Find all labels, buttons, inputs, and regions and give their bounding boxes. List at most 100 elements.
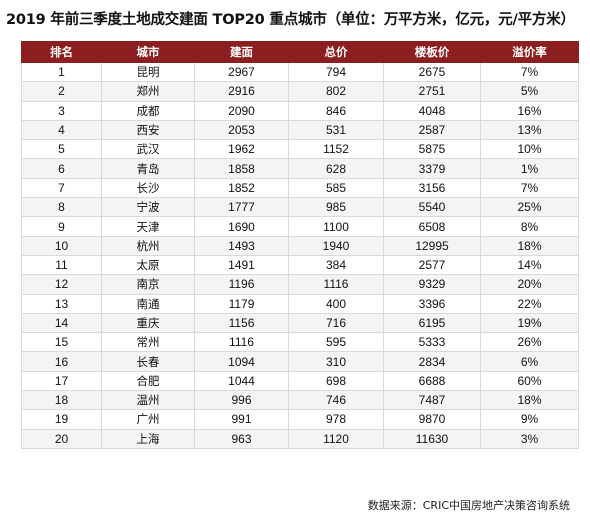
floor-price-cell: 7487 [383,390,481,411]
premium-rate-cell: 22% [480,293,579,314]
floor-area-cell: 996 [194,390,289,411]
total-price-cell: 985 [288,197,384,218]
floor-area-cell: 963 [194,428,289,449]
floor-area-cell: 1491 [194,254,289,276]
city-cell: 太原 [101,254,195,276]
total-price-cell: 1120 [288,428,384,449]
total-price-cell: 531 [288,119,384,141]
rank-cell: 3 [21,100,102,121]
floor-price-cell: 3156 [383,177,481,199]
city-cell: 长沙 [101,177,195,199]
city-cell: 合肥 [101,370,195,392]
rank-cell: 8 [21,197,102,218]
premium-rate-cell: 18% [480,235,579,256]
total-price-cell: 802 [288,81,384,102]
floor-price-cell: 12995 [383,235,481,256]
city-cell: 温州 [101,390,195,411]
floor-price-cell: 5875 [383,139,481,160]
rank-cell: 11 [21,254,102,276]
floor-area-cell: 2967 [194,61,289,83]
floor-area-cell: 1044 [194,370,289,392]
table-row: 4 西安 2053 531 2587 13% [21,119,579,141]
floor-price-cell: 11630 [383,428,481,449]
city-cell: 西安 [101,119,195,141]
table-row: 15 常州 1116 595 5333 26% [21,332,579,353]
floor-price-cell: 5333 [383,332,481,353]
city-cell: 上海 [101,428,195,449]
total-price-cell: 1940 [288,235,384,256]
total-price-cell: 1100 [288,216,384,237]
floor-area-cell: 1777 [194,197,289,218]
table-row: 10 杭州 1493 1940 12995 18% [21,235,579,256]
rank-cell: 17 [21,370,102,392]
total-price-cell: 978 [288,409,384,430]
floor-area-cell: 1690 [194,216,289,237]
total-price-cell: 794 [288,61,384,83]
table-row: 20 上海 963 1120 11630 3% [21,428,579,449]
floor-area-cell: 1962 [194,139,289,160]
premium-rate-cell: 16% [480,100,579,121]
page-title: 2019 年前三季度土地成交建面 TOP20 重点城市（单位：万平方米，亿元，元… [6,12,575,28]
floor-area-cell: 1858 [194,158,289,179]
premium-rate-cell: 60% [480,370,579,392]
table-row: 1 昆明 2967 794 2675 7% [21,61,579,83]
rank-cell: 4 [21,119,102,141]
rank-cell: 5 [21,139,102,160]
premium-rate-cell: 5% [480,81,579,102]
city-cell: 成都 [101,100,195,121]
rank-cell: 2 [21,81,102,102]
ranking-table: 排名 城市 建面 总价 楼板价 溢价率 1 昆明 2967 794 2675 7% 2 郑州 2… [21,41,579,449]
rank-cell: 20 [21,428,102,449]
data-source-note: 数据来源：CRIC中国房地产决策咨询系统 [367,499,570,512]
rank-cell: 13 [21,293,102,314]
rank-cell: 15 [21,332,102,353]
table-row: 19 广州 991 978 9870 9% [21,409,579,430]
table-header-row: 排名 城市 建面 总价 楼板价 溢价率 [21,41,579,63]
floor-price-cell: 6508 [383,216,481,237]
premium-rate-cell: 1% [480,158,579,179]
floor-price-cell: 5540 [383,197,481,218]
floor-area-cell: 1852 [194,177,289,199]
premium-rate-cell: 25% [480,197,579,218]
table-row: 6 青岛 1858 628 3379 1% [21,158,579,179]
header-rank: 排名 [21,41,102,63]
premium-rate-cell: 7% [480,177,579,199]
floor-price-cell: 2587 [383,119,481,141]
total-price-cell: 1116 [288,274,384,295]
total-price-cell: 595 [288,332,384,353]
floor-area-cell: 1179 [194,293,289,314]
premium-rate-cell: 10% [480,139,579,160]
rank-cell: 9 [21,216,102,237]
floor-price-cell: 9870 [383,409,481,430]
table-row: 5 武汉 1962 1152 5875 10% [21,139,579,160]
premium-rate-cell: 18% [480,390,579,411]
premium-rate-cell: 3% [480,428,579,449]
total-price-cell: 628 [288,158,384,179]
table-row: 14 重庆 1156 716 6195 19% [21,312,579,334]
floor-area-cell: 991 [194,409,289,430]
rank-cell: 14 [21,312,102,334]
floor-area-cell: 2916 [194,81,289,102]
premium-rate-cell: 19% [480,312,579,334]
premium-rate-cell: 20% [480,274,579,295]
rank-cell: 19 [21,409,102,430]
city-cell: 南京 [101,274,195,295]
total-price-cell: 1152 [288,139,384,160]
city-cell: 武汉 [101,139,195,160]
header-city: 城市 [101,41,195,63]
table-row: 2 郑州 2916 802 2751 5% [21,81,579,102]
table-row: 16 长春 1094 310 2834 6% [21,351,579,372]
floor-price-cell: 2577 [383,254,481,276]
city-cell: 广州 [101,409,195,430]
header-total-price: 总价 [288,41,384,63]
floor-area-cell: 1094 [194,351,289,372]
floor-price-cell: 9329 [383,274,481,295]
floor-price-cell: 6195 [383,312,481,334]
rank-cell: 1 [21,61,102,83]
city-cell: 青岛 [101,158,195,179]
floor-price-cell: 2751 [383,81,481,102]
rank-cell: 7 [21,177,102,199]
floor-area-cell: 2090 [194,100,289,121]
premium-rate-cell: 13% [480,119,579,141]
rank-cell: 10 [21,235,102,256]
